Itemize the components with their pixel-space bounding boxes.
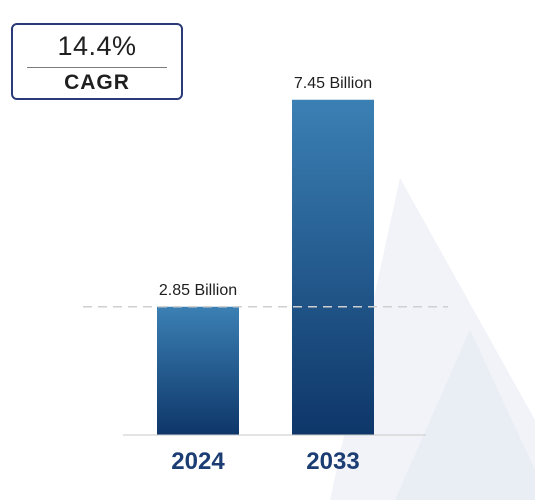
x-tick-label: 2024 — [171, 448, 225, 475]
cagr-box: 14.4% CAGR — [11, 23, 183, 100]
cagr-label: CAGR — [64, 71, 130, 94]
bar-value-label: 7.45 Billion — [294, 75, 372, 92]
cagr-value: 14.4% — [57, 31, 137, 61]
bar-2033 — [292, 99, 374, 435]
cagr-divider — [27, 67, 167, 68]
bar-2024 — [157, 306, 239, 435]
bar-value-label: 2.85 Billion — [159, 282, 237, 299]
x-tick-label: 2033 — [306, 448, 359, 475]
